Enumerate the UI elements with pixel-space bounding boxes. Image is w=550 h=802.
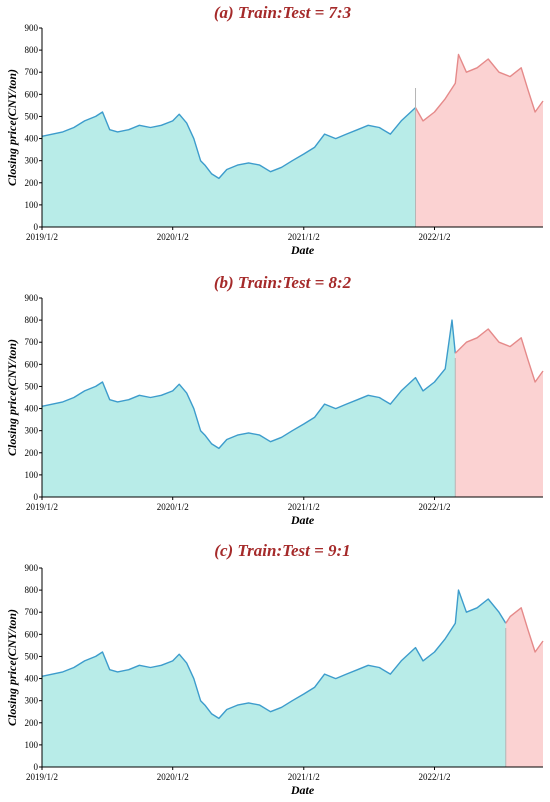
- y-tick-label: 700: [25, 607, 39, 617]
- y-tick-label: 300: [25, 156, 39, 166]
- x-tick-label: 2021/1/2: [288, 502, 320, 512]
- y-tick-label: 900: [25, 293, 39, 303]
- test-area: [455, 329, 543, 497]
- chart-title: (a) Train:Test = 7:3: [214, 3, 352, 22]
- chart-panel-1: (a) Train:Test = 7:3 0 100 200 300 400 500 600 7…: [5, 3, 544, 257]
- x-tick-label: 2020/1/2: [157, 772, 189, 782]
- x-tick-label: 2022/1/2: [418, 232, 450, 242]
- x-tick-label: 2019/1/2: [26, 772, 58, 782]
- x-axis-label: Date: [290, 783, 315, 797]
- y-tick-label: 0: [34, 762, 39, 772]
- train-series-line: [41, 107, 416, 180]
- train-area: [42, 590, 506, 767]
- test-series-line: [414, 53, 544, 122]
- test-area: [415, 54, 543, 227]
- y-tick-label: 100: [25, 740, 39, 750]
- y-tick-label: 800: [25, 315, 39, 325]
- y-tick-label: 700: [25, 337, 39, 347]
- y-tick-label: 300: [25, 426, 39, 436]
- y-tick-label: 300: [25, 696, 39, 706]
- x-tick-label: 2019/1/2: [26, 502, 58, 512]
- x-tick-label: 2020/1/2: [157, 232, 189, 242]
- y-tick-label: 500: [25, 651, 39, 661]
- x-tick-label: 2020/1/2: [157, 502, 189, 512]
- y-tick-label: 500: [25, 381, 39, 391]
- train-area: [42, 107, 416, 227]
- y-tick-label: 600: [25, 89, 39, 99]
- y-tick-label: 900: [25, 563, 39, 573]
- y-tick-label: 800: [25, 45, 39, 55]
- chart-title: (b) Train:Test = 8:2: [214, 273, 352, 292]
- chart-panel-3: (c) Train:Test = 9:1 0 100 200 300 400 500 600 7…: [5, 541, 544, 797]
- x-tick-label: 2021/1/2: [288, 232, 320, 242]
- y-tick-label: 700: [25, 67, 39, 77]
- y-axis-label: Closing price(CNY/ton): [5, 339, 19, 456]
- y-tick-label: 0: [34, 222, 39, 232]
- y-tick-label: 400: [25, 134, 39, 144]
- x-tick-label: 2019/1/2: [26, 232, 58, 242]
- y-tick-label: 800: [25, 585, 39, 595]
- y-tick-label: 200: [25, 448, 39, 458]
- test-series-line: [505, 607, 544, 653]
- test-area: [505, 607, 543, 767]
- y-axis-label: Closing price(CNY/ton): [5, 609, 19, 726]
- y-axis-label: Closing price(CNY/ton): [5, 69, 19, 186]
- train-series-line: [41, 589, 507, 720]
- chart-title: (c) Train:Test = 9:1: [214, 541, 350, 560]
- x-tick-label: 2022/1/2: [418, 502, 450, 512]
- x-tick-label: 2022/1/2: [418, 772, 450, 782]
- y-tick-label: 0: [34, 492, 39, 502]
- x-tick-label: 2021/1/2: [288, 772, 320, 782]
- x-axis-label: Date: [290, 243, 315, 257]
- y-tick-label: 200: [25, 178, 39, 188]
- y-tick-label: 200: [25, 718, 39, 728]
- y-tick-label: 500: [25, 111, 39, 121]
- test-series-line: [454, 328, 544, 383]
- y-tick-label: 100: [25, 200, 39, 210]
- train-series-line: [41, 319, 456, 450]
- y-tick-label: 600: [25, 629, 39, 639]
- train-area: [42, 320, 456, 497]
- y-tick-label: 600: [25, 359, 39, 369]
- y-tick-label: 400: [25, 404, 39, 414]
- y-tick-label: 400: [25, 674, 39, 684]
- chart-panel-2: (b) Train:Test = 8:2 0 100 200 300 400 500 600 7…: [5, 273, 544, 527]
- x-axis-label: Date: [290, 513, 315, 527]
- y-tick-label: 100: [25, 470, 39, 480]
- y-tick-label: 900: [25, 23, 39, 33]
